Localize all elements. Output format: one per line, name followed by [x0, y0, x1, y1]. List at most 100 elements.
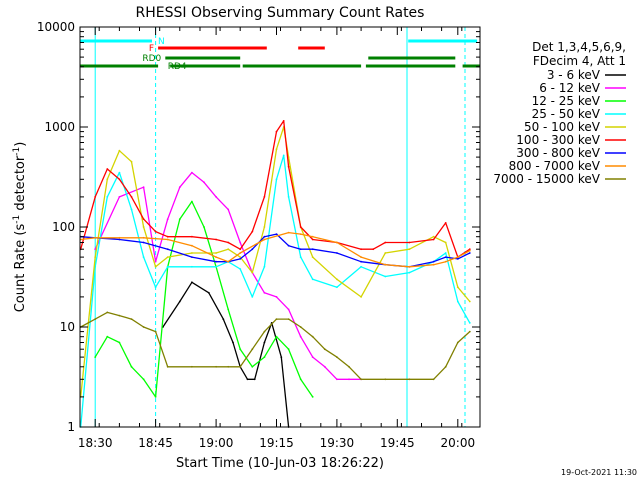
data-point: [287, 196, 290, 198]
data-point: [408, 271, 411, 274]
data-point: [94, 356, 97, 358]
data-point: [468, 300, 471, 303]
data-point: [251, 248, 254, 251]
data-point: [142, 218, 145, 221]
data-point: [142, 378, 145, 381]
x-tick-label: 19:45: [380, 436, 415, 450]
data-point: [384, 378, 387, 381]
data-point: [106, 168, 109, 170]
data-point: [336, 378, 338, 381]
data-point: [444, 222, 447, 224]
data-point: [118, 341, 121, 344]
y-axis-label-part: Count Rate (s: [13, 224, 28, 313]
data-point: [287, 308, 290, 311]
data-point: [227, 208, 230, 211]
data-point: [215, 265, 218, 268]
data-point: [263, 291, 266, 294]
data-point: [178, 218, 181, 221]
data-point: [263, 196, 266, 198]
data-point: [227, 308, 230, 311]
y-axis-label: Count Rate (s-1 detector-1): [12, 142, 28, 313]
data-point: [348, 378, 350, 381]
data-point: [178, 300, 181, 303]
data-point: [239, 268, 242, 270]
data-point: [130, 208, 133, 211]
data-point: [191, 200, 193, 203]
flag-label: RD0: [142, 54, 161, 64]
flag-label: RD4: [168, 62, 187, 72]
data-point: [251, 271, 254, 274]
data-point: [130, 318, 133, 320]
data-point: [94, 318, 97, 320]
data-point: [191, 171, 193, 174]
data-point: [239, 252, 242, 254]
data-point: [282, 154, 285, 157]
legend-label: 7000 - 15000 keV: [493, 172, 600, 186]
data-point: [94, 196, 97, 198]
data-point: [468, 322, 471, 324]
data-point: [311, 238, 314, 241]
data-point: [251, 365, 254, 368]
data-point: [311, 248, 314, 251]
data-point: [263, 235, 266, 238]
data-point: [239, 248, 242, 251]
data-point: [275, 296, 278, 298]
y-tick-label: 10: [60, 320, 75, 334]
data-point: [191, 265, 193, 268]
y-tick-label: 1: [67, 420, 75, 434]
data-point: [336, 286, 338, 289]
data-point: [215, 238, 218, 241]
legend-label: 800 - 7000 keV: [509, 159, 601, 173]
data-point: [311, 256, 314, 258]
chart-title: RHESSI Observing Summary Count Rates: [136, 5, 425, 21]
data-point: [130, 196, 133, 198]
x-tick-label: 19:15: [259, 436, 294, 450]
data-point: [280, 356, 283, 358]
data-point: [311, 335, 314, 338]
data-point: [106, 311, 109, 314]
legend-label: 100 - 300 keV: [516, 133, 600, 147]
data-point: [384, 241, 387, 244]
data-point: [408, 265, 411, 268]
data-point: [311, 278, 314, 281]
data-point: [348, 365, 350, 368]
x-tick-label: 19:00: [199, 436, 234, 450]
data-point: [154, 330, 157, 333]
timestamp: 19-Oct-2021 11:30: [561, 468, 637, 477]
data-point: [263, 330, 266, 333]
data-point: [227, 365, 230, 368]
data-point: [299, 233, 302, 236]
data-point: [360, 378, 362, 381]
y-axis-label-part: ): [13, 142, 28, 147]
data-point: [142, 186, 145, 189]
data-point: [154, 396, 157, 398]
data-point: [336, 252, 338, 254]
data-point: [118, 314, 121, 317]
data-point: [275, 233, 278, 236]
data-point: [444, 252, 447, 254]
data-point: [191, 235, 193, 238]
x-tick-label: 19:30: [320, 436, 355, 450]
data-point: [142, 256, 145, 258]
data-point: [311, 396, 314, 398]
data-point: [154, 286, 157, 289]
data-point: [384, 263, 387, 266]
data-point: [222, 318, 225, 320]
data-point: [408, 241, 411, 244]
data-point: [360, 260, 362, 263]
data-point: [456, 300, 459, 303]
flag-label: N: [158, 37, 165, 47]
y-tick-label: 10000: [37, 20, 75, 34]
data-point: [106, 196, 109, 198]
series-line: [80, 120, 471, 258]
data-point: [282, 120, 285, 122]
data-point: [299, 335, 302, 338]
data-point: [360, 248, 362, 251]
data-point: [408, 378, 411, 381]
data-point: [360, 296, 362, 298]
legend-label: 50 - 100 keV: [524, 120, 601, 134]
data-point: [251, 348, 254, 351]
data-point: [456, 341, 459, 344]
data-point: [166, 238, 169, 241]
data-point: [239, 256, 242, 258]
